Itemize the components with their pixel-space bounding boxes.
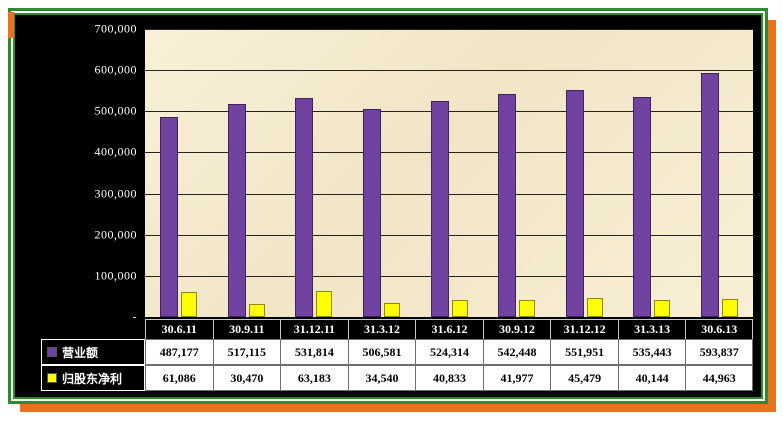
table-value: 63,183	[280, 365, 348, 391]
table-value: 61,086	[145, 365, 213, 391]
y-axis: 700,000 600,000 500,000 400,000 300,000 200,0…	[15, 22, 137, 324]
table-value: 44,963	[685, 365, 753, 391]
table-value: 487,177	[145, 339, 213, 365]
gridline	[145, 29, 753, 30]
gridline	[145, 111, 753, 113]
bar-net-profit	[586, 298, 603, 317]
bar-revenue	[362, 108, 381, 317]
bar-group	[550, 29, 618, 317]
category-label: 31.3.13	[617, 319, 686, 339]
bar-group	[415, 29, 483, 317]
bar-revenue	[160, 116, 179, 317]
table-value: 40,833	[415, 365, 483, 391]
table-value: 41,977	[482, 365, 551, 391]
legend-key: 营业额	[41, 339, 145, 365]
table-value: 40,144	[617, 365, 686, 391]
bar-net-profit	[383, 302, 400, 317]
y-axis-label: -	[132, 309, 137, 324]
y-axis-label: 100,000	[94, 268, 137, 283]
category-label: 31.12.11	[280, 319, 348, 339]
gridline	[145, 70, 753, 72]
category-label: 31.6.12	[415, 319, 483, 339]
bar-group	[348, 29, 416, 317]
bar-group	[213, 29, 281, 317]
category-label: 30.6.13	[685, 319, 753, 339]
table-value: 551,951	[550, 339, 618, 365]
table-corner	[41, 319, 145, 339]
bar-net-profit	[721, 298, 738, 317]
y-axis-label: 500,000	[94, 103, 137, 118]
table-value: 524,314	[415, 339, 483, 365]
gridline	[145, 152, 753, 154]
y-axis-label: 200,000	[94, 227, 137, 242]
bar-net-profit	[451, 300, 468, 317]
gridline	[145, 275, 753, 277]
table-value: 531,814	[280, 339, 348, 365]
green-border-inner: 700,000 600,000 500,000 400,000 300,000 200,0…	[13, 13, 763, 399]
table-value: 535,443	[617, 339, 686, 365]
gridline	[145, 193, 753, 195]
bar-group	[483, 29, 551, 317]
table-row: 归股东净利 61,086 30,470 63,183 34,540 40,833 41,97…	[41, 365, 753, 391]
bar-revenue	[498, 93, 517, 317]
table-value: 506,581	[347, 339, 416, 365]
bar-group	[145, 29, 213, 317]
table-value: 593,837	[685, 339, 753, 365]
bar-revenue	[430, 101, 449, 317]
bar-groups	[145, 29, 753, 317]
bar-revenue	[227, 104, 246, 317]
legend-label: 营业额	[62, 345, 99, 360]
category-row: 30.6.11 30.9.11 31.12.11 31.3.12 31.6.12 30.9…	[41, 319, 753, 339]
gridline	[145, 234, 753, 236]
legend-key: 归股东净利	[41, 365, 145, 391]
category-label: 30.9.12	[482, 319, 551, 339]
legend-swatch	[47, 347, 57, 357]
bar-group	[280, 29, 348, 317]
bar-group	[686, 29, 754, 317]
plot-area	[145, 29, 753, 318]
data-table: 30.6.11 30.9.11 31.12.11 31.3.12 31.6.12 30.9…	[41, 319, 753, 391]
y-axis-label: 700,000	[94, 21, 137, 36]
bar-group	[618, 29, 686, 317]
y-axis-label: 600,000	[94, 62, 137, 77]
orange-frame-accent	[8, 12, 14, 38]
green-border-frame: 700,000 600,000 500,000 400,000 300,000 200,0…	[8, 8, 768, 404]
bar-net-profit	[519, 299, 536, 317]
bar-net-profit	[248, 304, 265, 317]
table-value: 517,115	[212, 339, 281, 365]
legend-label: 归股东净利	[62, 371, 123, 386]
table-row: 营业额 487,177 517,115 531,814 506,581 524,314 54…	[41, 339, 753, 365]
table-value: 542,448	[482, 339, 551, 365]
bar-revenue	[700, 72, 719, 317]
category-label: 31.12.12	[550, 319, 618, 339]
category-label: 30.6.11	[145, 319, 213, 339]
bar-revenue	[633, 96, 652, 317]
table-value: 30,470	[212, 365, 281, 391]
bar-chart: 700,000 600,000 500,000 400,000 300,000 200,0…	[15, 15, 761, 397]
category-label: 31.3.12	[347, 319, 416, 339]
y-axis-label: 300,000	[94, 186, 137, 201]
bar-net-profit	[181, 291, 198, 317]
legend-swatch	[47, 373, 57, 383]
y-axis-label: 400,000	[94, 144, 137, 159]
bar-net-profit	[316, 291, 333, 317]
category-label: 30.9.11	[212, 319, 281, 339]
table-value: 45,479	[550, 365, 618, 391]
bar-net-profit	[654, 300, 671, 317]
bar-revenue	[565, 89, 584, 317]
table-value: 34,540	[347, 365, 416, 391]
bar-revenue	[295, 98, 314, 317]
